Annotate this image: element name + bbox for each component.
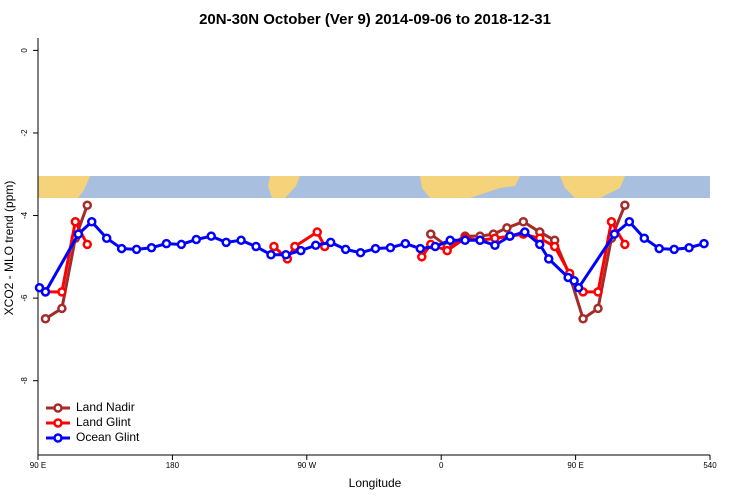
data-point xyxy=(620,200,630,210)
y-tick-label: -2 xyxy=(20,129,29,137)
chart-title: 20N-30N October (Ver 9) 2014-09-06 to 20… xyxy=(199,11,551,28)
data-point xyxy=(290,241,300,252)
data-point xyxy=(502,223,512,233)
data-point xyxy=(296,245,306,256)
legend-marker xyxy=(53,403,63,413)
x-tick-label: 180 xyxy=(166,461,180,470)
data-point xyxy=(543,254,554,264)
data-point xyxy=(191,234,202,245)
data-point xyxy=(669,244,679,255)
data-point xyxy=(593,287,603,297)
data-point xyxy=(57,287,67,297)
data-point xyxy=(236,235,246,246)
data-point xyxy=(475,235,485,246)
data-point xyxy=(385,242,396,253)
data-point xyxy=(269,241,279,252)
data-point xyxy=(573,283,584,293)
data-point xyxy=(699,238,709,249)
legend-label: Land Glint xyxy=(76,415,131,429)
world-map-band xyxy=(38,176,710,198)
data-point xyxy=(430,241,440,252)
data-point xyxy=(73,229,84,239)
y-tick-label: -8 xyxy=(20,377,29,385)
data-point xyxy=(87,216,97,227)
x-tick-label: 0 xyxy=(439,461,444,470)
data-point xyxy=(266,250,276,260)
y-tick-label: -6 xyxy=(20,294,29,302)
data-point xyxy=(221,237,231,248)
data-point xyxy=(442,245,452,256)
data-point xyxy=(82,200,93,210)
data-point xyxy=(535,239,545,250)
data-point xyxy=(340,244,351,255)
data-point xyxy=(312,227,323,237)
map-land xyxy=(420,176,520,198)
data-point xyxy=(684,242,694,253)
data-point xyxy=(34,283,45,293)
data-point xyxy=(593,303,603,314)
data-point xyxy=(101,233,112,243)
data-point xyxy=(355,247,366,258)
x-tick-label: 90 W xyxy=(297,461,316,470)
data-point xyxy=(639,233,650,243)
data-point xyxy=(161,238,172,249)
data-point xyxy=(417,252,427,262)
data-point xyxy=(549,241,560,252)
legend-label: Land Nadir xyxy=(76,400,135,414)
data-point xyxy=(654,243,664,254)
data-point xyxy=(251,241,261,252)
data-point xyxy=(578,314,588,324)
x-tick-label: 540 xyxy=(703,461,717,470)
data-point xyxy=(40,314,51,324)
data-point xyxy=(206,231,216,241)
map-land xyxy=(38,176,90,198)
legend-label: Ocean Glint xyxy=(76,430,140,444)
x-tick-label: 90 E xyxy=(30,461,46,470)
data-point xyxy=(40,287,51,297)
data-point xyxy=(400,238,411,249)
legend-marker xyxy=(53,433,63,443)
data-point xyxy=(606,216,617,227)
data-point xyxy=(70,216,81,227)
y-axis-label: XCO2 - MLO trend (ppm) xyxy=(2,181,16,316)
data-point xyxy=(569,276,579,286)
data-point xyxy=(281,250,291,260)
data-point xyxy=(460,235,470,246)
legend-marker xyxy=(53,418,63,428)
data-point xyxy=(131,244,142,255)
y-tick-label: 0 xyxy=(20,48,29,53)
data-point xyxy=(445,235,455,246)
data-point xyxy=(609,229,620,239)
data-point xyxy=(624,216,635,227)
x-axis-label: Longitude xyxy=(349,476,402,490)
data-point xyxy=(82,239,93,250)
data-point xyxy=(146,242,157,253)
data-point xyxy=(620,239,630,250)
map-land xyxy=(560,176,625,198)
data-point xyxy=(520,227,530,237)
data-point xyxy=(490,240,500,251)
data-point xyxy=(325,237,336,248)
data-point xyxy=(425,229,436,239)
series-line xyxy=(44,204,627,322)
data-point xyxy=(518,216,529,227)
data-point xyxy=(311,240,321,251)
map-ocean xyxy=(38,176,710,198)
map-land xyxy=(268,176,300,198)
data-point xyxy=(176,239,187,250)
y-tick-label: -4 xyxy=(20,211,29,219)
data-point xyxy=(57,303,67,314)
data-point xyxy=(116,243,127,254)
x-tick-label: 90 E xyxy=(567,461,583,470)
data-point xyxy=(505,231,515,241)
data-point xyxy=(415,243,426,254)
data-point xyxy=(370,243,381,254)
